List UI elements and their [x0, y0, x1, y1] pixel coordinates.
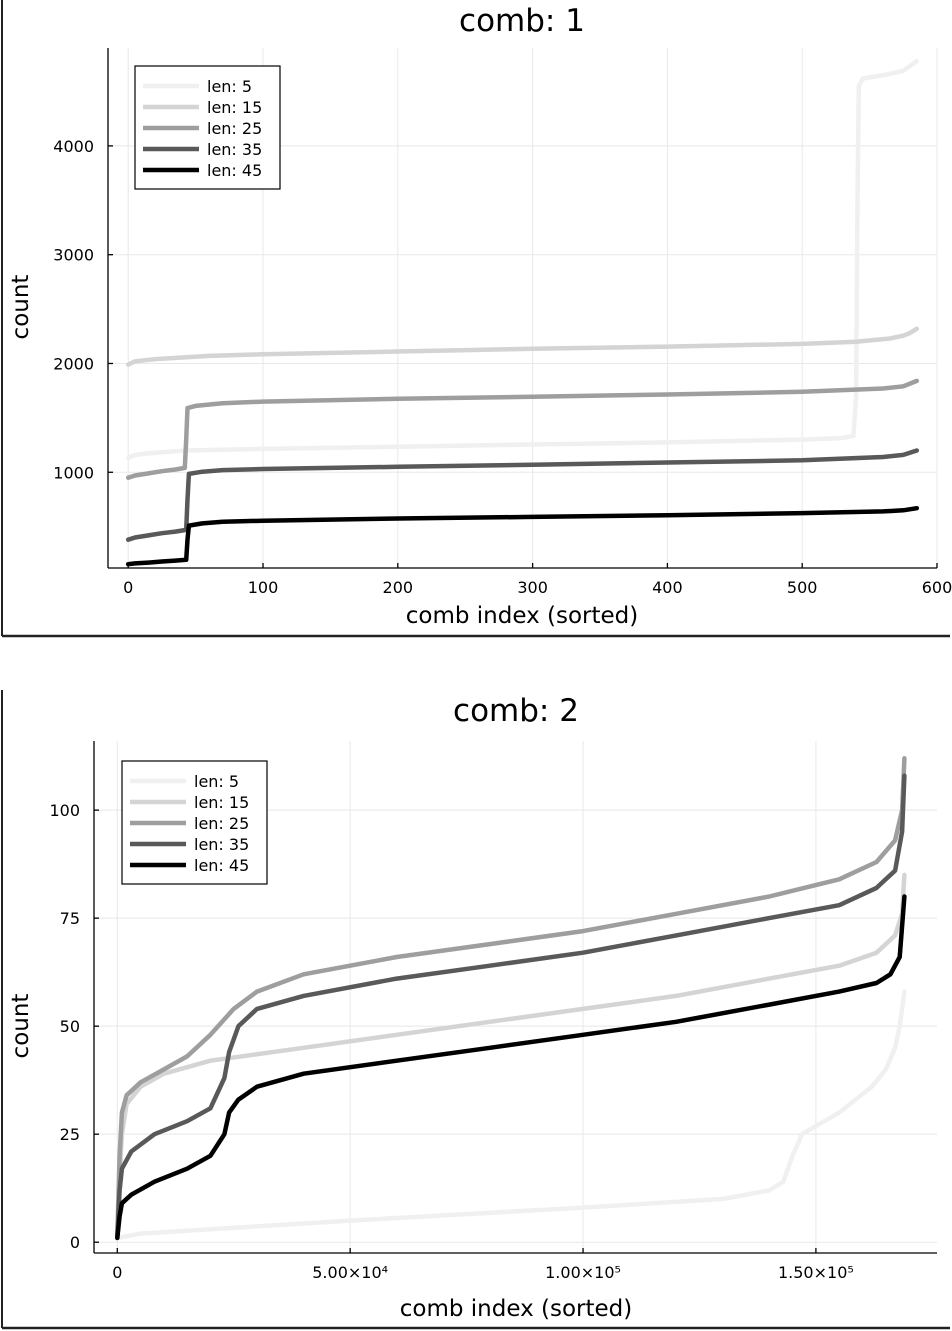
series-line — [115, 773, 907, 1241]
series-line — [125, 448, 920, 542]
legend-label: len: 5 — [194, 772, 239, 791]
legend: len: 5 len: 15 len: 25 len: 35 len: 45 — [134, 65, 281, 190]
x-axis-label: comb index (sorted) — [400, 1296, 633, 1322]
series-line — [125, 505, 920, 567]
chart-panel-comb-2: comb: 2 comb index (sorted) count 0 5.00×… — [0, 690, 952, 1331]
x-tick-label: 300 — [517, 578, 548, 597]
legend-label: len: 15 — [207, 98, 262, 117]
line-chart-comb-1: comb: 1 comb index (sorted) count 0 100 20… — [1, 0, 952, 638]
y-tick-label: 3000 — [53, 246, 94, 265]
y-tick-label: 75 — [60, 909, 80, 928]
legend-label: len: 35 — [194, 835, 249, 854]
series-line — [115, 894, 907, 1241]
y-tick-label: 2000 — [53, 354, 94, 373]
legend-label: len: 25 — [207, 119, 262, 138]
y-tick-label: 25 — [60, 1125, 80, 1144]
series-line — [125, 378, 920, 480]
legend: len: 5 len: 15 len: 25 len: 35 len: 45 — [121, 760, 268, 885]
x-tick-label: 1.50×10⁵ — [778, 1263, 854, 1282]
y-tick-label: 0 — [70, 1233, 80, 1252]
x-tick-label: 0 — [112, 1263, 122, 1282]
series-line — [115, 989, 907, 1241]
x-tick-label: 0 — [123, 578, 133, 597]
x-tick-label: 1.00×10⁵ — [545, 1263, 621, 1282]
series-line — [125, 58, 920, 461]
legend-label: len: 25 — [194, 814, 249, 833]
x-axis-label: comb index (sorted) — [406, 603, 639, 629]
line-chart-comb-2: comb: 2 comb index (sorted) count 0 5.00×… — [1, 690, 950, 1330]
series-line — [125, 326, 920, 367]
legend-label: len: 15 — [194, 793, 249, 812]
y-tick-label: 50 — [60, 1017, 80, 1036]
legend-label: len: 35 — [207, 140, 262, 159]
chart-title: comb: 1 — [459, 3, 585, 39]
legend-label: len: 5 — [207, 77, 252, 96]
x-tick-label: 200 — [383, 578, 414, 597]
legend-label: len: 45 — [194, 856, 249, 875]
series-line — [115, 756, 907, 1241]
x-tick-label: 600 — [922, 578, 952, 597]
y-tick-label: 4000 — [53, 137, 94, 156]
series-line — [115, 872, 907, 1241]
x-tick-label: 500 — [787, 578, 818, 597]
chart-title: comb: 2 — [453, 693, 579, 729]
y-tick-label: 100 — [49, 801, 80, 820]
legend-label: len: 45 — [207, 161, 262, 180]
x-tick-label: 400 — [652, 578, 683, 597]
chart-panel-comb-1: comb: 1 comb index (sorted) count 0 100 20… — [0, 0, 952, 640]
x-tick-label: 5.00×10⁴ — [312, 1263, 388, 1282]
grid — [108, 48, 938, 568]
y-axis-label: count — [8, 275, 34, 340]
y-tick-label: 1000 — [53, 463, 94, 482]
y-axis-label: count — [8, 994, 34, 1059]
x-tick-label: 100 — [248, 578, 279, 597]
